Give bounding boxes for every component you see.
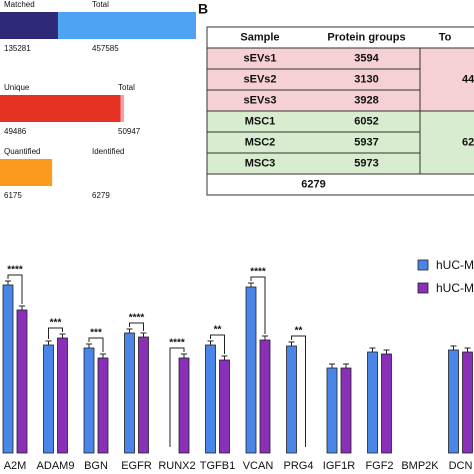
x-tick-label: PRG4 bbox=[284, 460, 314, 472]
group-cell bbox=[419, 110, 474, 175]
significance-label: **** bbox=[129, 313, 145, 324]
total-label: Identified bbox=[92, 147, 124, 156]
x-tick-label: A2M bbox=[4, 460, 27, 472]
bar bbox=[178, 357, 190, 454]
x-tick-label: BMP2K bbox=[401, 460, 439, 472]
total-value-label: 50947 bbox=[118, 127, 141, 136]
value-label: 135281 bbox=[4, 44, 31, 53]
cell: sEVs2 bbox=[243, 73, 276, 85]
legend-label: hUC-M bbox=[436, 281, 474, 295]
footer-cell: 6279 bbox=[301, 178, 325, 190]
significance-label: **** bbox=[169, 338, 185, 349]
bar bbox=[205, 344, 216, 454]
cell: sEVs3 bbox=[243, 94, 276, 106]
x-tick-label: ADAM9 bbox=[37, 460, 75, 472]
legend-label: hUC-M bbox=[436, 258, 474, 272]
value-bar bbox=[0, 12, 58, 39]
header-cell: To bbox=[439, 31, 452, 43]
significance-label: **** bbox=[7, 265, 23, 276]
cell: 3594 bbox=[354, 52, 379, 64]
bar bbox=[2, 284, 14, 454]
bar bbox=[124, 332, 135, 454]
significance-label: *** bbox=[90, 328, 102, 339]
significance-label: *** bbox=[50, 318, 62, 329]
cell: 3928 bbox=[354, 94, 378, 106]
bar bbox=[462, 351, 473, 454]
significance-bracket bbox=[210, 334, 225, 354]
bar bbox=[16, 309, 28, 454]
total-value-label: 6279 bbox=[92, 191, 110, 200]
row-bg bbox=[206, 89, 421, 112]
cell: sEVs1 bbox=[243, 52, 276, 64]
cell: 3130 bbox=[354, 73, 378, 85]
row-bg bbox=[206, 110, 421, 133]
bar bbox=[286, 345, 297, 454]
group-label: 44 bbox=[462, 73, 474, 85]
bar bbox=[97, 357, 109, 454]
cell: 5973 bbox=[354, 157, 378, 169]
bar bbox=[367, 351, 378, 454]
significance-bracket bbox=[48, 327, 63, 339]
bar bbox=[448, 349, 459, 454]
value-bar bbox=[0, 95, 121, 122]
bar bbox=[326, 367, 338, 454]
significance-label: ** bbox=[295, 326, 303, 337]
x-tick-label: IGF1R bbox=[323, 460, 355, 472]
legend-swatch bbox=[417, 259, 429, 271]
significance-label: ** bbox=[214, 325, 222, 336]
x-tick-label: RUNX2 bbox=[158, 460, 195, 472]
bar bbox=[245, 286, 257, 454]
group-cell bbox=[419, 47, 474, 112]
bar bbox=[138, 336, 149, 454]
significance-bracket bbox=[291, 335, 306, 447]
row-bg bbox=[206, 68, 421, 91]
row-bg bbox=[206, 131, 421, 154]
x-tick-label: EGFR bbox=[121, 460, 152, 472]
significance-bracket bbox=[88, 337, 104, 352]
table: Sample Protein groups To sEVs1 3594 sEVs2 3130… bbox=[206, 26, 474, 196]
cell: MSC3 bbox=[245, 157, 276, 169]
panel-label: B bbox=[198, 1, 208, 17]
cell: 5937 bbox=[354, 136, 378, 148]
significance-bracket bbox=[129, 322, 144, 331]
row-label: Unique bbox=[4, 83, 30, 92]
bar bbox=[259, 339, 271, 454]
header-cell: Protein groups bbox=[327, 31, 405, 43]
x-tick-label: FGF2 bbox=[365, 460, 393, 472]
legend-swatch bbox=[417, 282, 429, 294]
significance-bracket bbox=[250, 276, 266, 334]
value-bar bbox=[0, 159, 53, 186]
row-bg bbox=[206, 152, 421, 175]
group-label: 62 bbox=[462, 136, 474, 148]
total-label: Total bbox=[118, 83, 135, 92]
total-value-label: 457585 bbox=[92, 44, 119, 53]
bar bbox=[381, 353, 392, 454]
row-bg bbox=[206, 47, 421, 70]
row-label: Matched bbox=[4, 0, 35, 9]
x-tick-label: BGN bbox=[84, 460, 108, 472]
cell: 6052 bbox=[354, 115, 378, 127]
cell: MSC2 bbox=[245, 136, 276, 148]
x-tick-label: DCN bbox=[449, 460, 473, 472]
bar bbox=[83, 347, 95, 454]
bar bbox=[219, 359, 230, 454]
bar bbox=[43, 344, 54, 454]
cell: MSC1 bbox=[245, 115, 276, 127]
row-label: Quantified bbox=[4, 147, 40, 156]
significance-bracket bbox=[7, 274, 23, 304]
significance-label: **** bbox=[250, 267, 266, 278]
header-cell: Sample bbox=[240, 31, 279, 43]
x-tick-label: TGFB1 bbox=[200, 460, 235, 472]
bar bbox=[340, 367, 352, 454]
x-tick-label: VCAN bbox=[243, 460, 274, 472]
bar bbox=[57, 337, 68, 454]
total-label: Total bbox=[92, 0, 109, 9]
value-label: 6175 bbox=[4, 191, 22, 200]
footer-row bbox=[206, 173, 474, 196]
significance-bracket bbox=[169, 347, 185, 447]
value-label: 49486 bbox=[4, 127, 27, 136]
